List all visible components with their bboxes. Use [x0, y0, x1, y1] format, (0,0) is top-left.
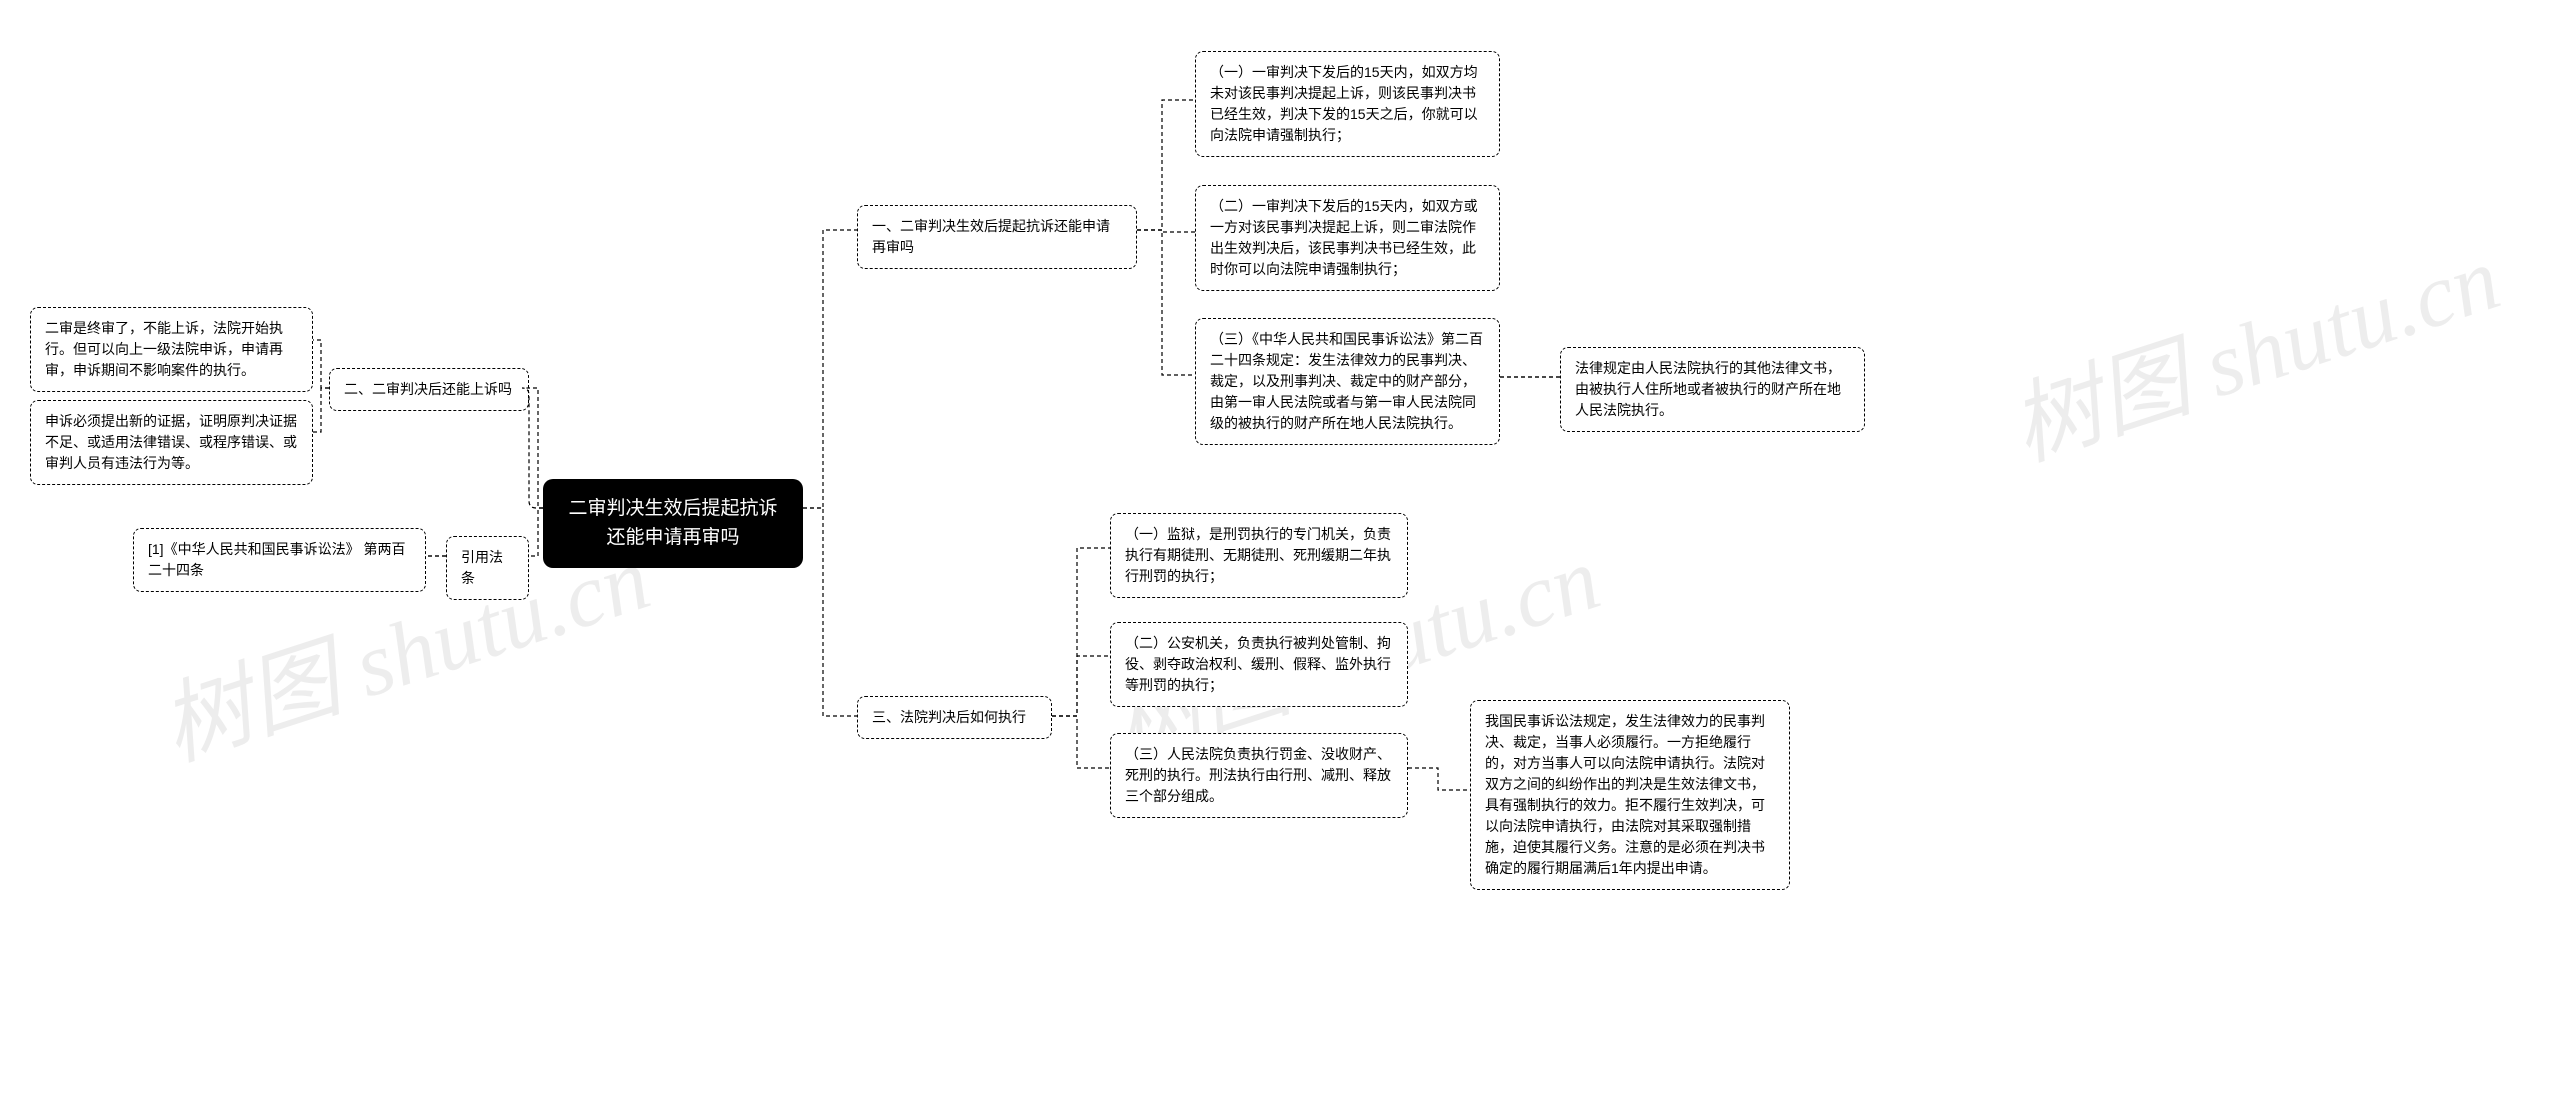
leaf-right-1-2: （二）一审判决下发后的15天内，如双方或一方对该民事判决提起上诉，则二审法院作出…	[1195, 185, 1500, 291]
leaf-right-2-1: （一）监狱，是刑罚执行的专门机关，负责执行有期徒刑、无期徒刑、死刑缓期二年执行刑…	[1110, 513, 1408, 598]
branch-right-2: 三、法院判决后如何执行	[857, 696, 1052, 739]
leaf-right-1-3-1: 法律规定由人民法院执行的其他法律文书，由被执行人住所地或者被执行的财产所在地人民…	[1560, 347, 1865, 432]
leaf-right-2-3: （三）人民法院负责执行罚金、没收财产、死刑的执行。刑法执行由行刑、减刑、释放三个…	[1110, 733, 1408, 818]
leaf-left-1-2: 申诉必须提出新的证据，证明原判决证据不足、或适用法律错误、或程序错误、或审判人员…	[30, 400, 313, 485]
branch-left-2: 引用法条	[446, 536, 529, 600]
branch-right-1: 一、二审判决生效后提起抗诉还能申请再审吗	[857, 205, 1137, 269]
leaf-right-2-3-1: 我国民事诉讼法规定，发生法律效力的民事判决、裁定，当事人必须履行。一方拒绝履行的…	[1470, 700, 1790, 890]
root-node: 二审判决生效后提起抗诉 还能申请再审吗	[543, 479, 803, 568]
leaf-right-1-3: （三）《中华人民共和国民事诉讼法》第二百二十四条规定：发生法律效力的民事判决、裁…	[1195, 318, 1500, 445]
leaf-right-1-1: （一）一审判决下发后的15天内，如双方均未对该民事判决提起上诉，则该民事判决书已…	[1195, 51, 1500, 157]
leaf-right-2-2: （二）公安机关，负责执行被判处管制、拘役、剥夺政治权利、缓刑、假释、监外执行等刑…	[1110, 622, 1408, 707]
leaf-left-1-1: 二审是终审了，不能上诉，法院开始执行。但可以向上一级法院申诉，申请再审，申诉期间…	[30, 307, 313, 392]
watermark: 树图 shutu.cn	[1992, 205, 2512, 485]
branch-left-1: 二、二审判决后还能上诉吗	[329, 368, 529, 411]
leaf-left-2-1: [1]《中华人民共和国民事诉讼法》 第两百二十四条	[133, 528, 426, 592]
